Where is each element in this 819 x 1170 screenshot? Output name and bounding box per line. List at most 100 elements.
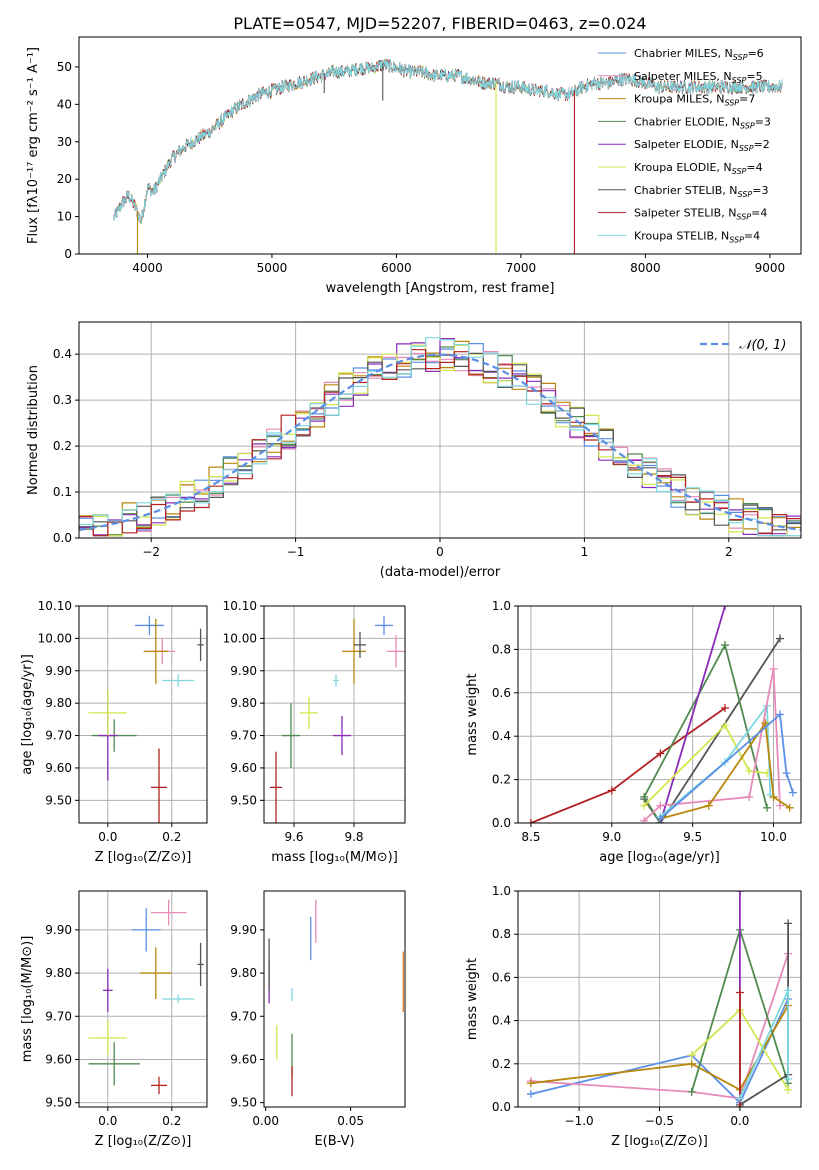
x-tick-label: 2: [725, 545, 733, 559]
y-axis-label: Flux [fλ10⁻¹⁷ erg cm⁻² s⁻¹ A⁻¹]: [26, 47, 41, 244]
x-tick-label: 4000: [132, 261, 163, 275]
x-tick-label: 5000: [257, 261, 288, 275]
chart-age-vs-mass: 9.6 9.8 9.50 9.60 9.70 9.80 9.90 10.00 10.10 mass…: [223, 599, 406, 865]
error-point: [354, 631, 366, 658]
x-tick-label: −0.5: [645, 1114, 674, 1128]
series-marker: [687, 1059, 696, 1068]
plot-area: [268, 899, 404, 1097]
series-marker: [769, 664, 778, 673]
series-marker: [784, 1074, 793, 1083]
legend-entry: 𝒩(0, 1): [739, 338, 786, 353]
y-tick-label: 10: [57, 210, 72, 224]
error-point: [162, 674, 195, 687]
y-tick-label: 0.4: [53, 347, 72, 361]
series-marker: [775, 710, 784, 719]
error-point: [282, 703, 300, 768]
series-marker: [526, 1079, 535, 1088]
chart-spectrum: 4000 5000 6000 7000 8000 9000 0 10 20 30 40 50 wavel…: [26, 36, 802, 296]
x-axis-label: (data-model)/error: [380, 565, 501, 580]
y-tick-label: 9.60: [45, 1052, 72, 1066]
error-point: [88, 1042, 140, 1086]
series-marker: [607, 786, 616, 795]
error-point: [143, 618, 168, 684]
error-point: [88, 1020, 127, 1056]
x-tick-label: 9000: [755, 261, 786, 275]
x-axis-label: mass [log₁₀(M/M⊙)]: [271, 850, 398, 865]
error-point: [151, 899, 187, 926]
x-tick-label: 0: [436, 545, 444, 559]
series-marker: [640, 801, 649, 810]
series-marker: [687, 1087, 696, 1096]
series-marker: [745, 766, 754, 775]
series-marker: [775, 634, 784, 643]
series-marker: [735, 1094, 744, 1103]
chart-mass-vs-Z: 0.0 0.2 9.50 9.60 9.70 9.80 9.90 Z [log₁₀(Z/Z⊙)…: [20, 890, 208, 1149]
x-tick-label: 8.5: [521, 830, 540, 844]
y-tick-label: 40: [57, 97, 72, 111]
y-tick-label: 30: [57, 135, 72, 149]
series-marker: [656, 749, 665, 758]
y-tick-label: 9.90: [230, 923, 257, 937]
error-point: [135, 615, 164, 636]
y-axis-label: mass [log₁₀(M/M⊙)]: [20, 936, 35, 1063]
y-tick-label: 9.80: [230, 966, 257, 980]
axes-frame: [263, 605, 406, 824]
y-tick-label: 10.00: [223, 631, 257, 645]
axes-frame: [78, 36, 802, 255]
error-point: [333, 674, 339, 687]
series-marker: [720, 721, 729, 730]
y-tick-label: 0.0: [53, 531, 72, 545]
chart-mass-vs-ebv: 0.00 0.05 9.50 9.60 9.70 9.80 9.90 E(B-V): [230, 890, 406, 1149]
series-line: [530, 1005, 789, 1091]
x-axis-label: Z [log₁₀(Z/Z⊙)]: [611, 1134, 708, 1149]
series-marker: [775, 801, 784, 810]
axes-frame: [517, 605, 802, 824]
chart-mass-weight-vs-age: 8.5 9.0 9.5 10.0 0.0 0.2 0.4 0.6 0.8 1.0 age [log₁…: [465, 599, 802, 865]
y-tick-label: 9.70: [230, 729, 257, 743]
x-tick-label: 8000: [630, 261, 661, 275]
series-line: [530, 953, 789, 1100]
series-marker: [640, 816, 649, 823]
x-axis-label: age [log₁₀(age/yr)]: [599, 850, 720, 865]
plot-area: [79, 337, 801, 537]
series-marker: [785, 803, 794, 812]
series-marker: [704, 801, 713, 810]
legend-entry: Salpeter MILES, NSSP=5: [634, 70, 763, 85]
axes-frame: [263, 890, 406, 1108]
plot-area: [113, 58, 783, 254]
y-tick-label: 0.6: [492, 970, 511, 984]
axes-frame: [78, 605, 208, 824]
x-axis-label: E(B-V): [314, 1134, 354, 1149]
error-point: [197, 942, 204, 987]
legend-entry: Chabrier STELIB, NSSP=3: [634, 184, 768, 199]
plot-area: [526, 891, 793, 1107]
y-tick-label: 0.1: [53, 485, 72, 499]
y-tick-label: 9.50: [230, 793, 257, 807]
y-tick-label: 0.4: [492, 729, 511, 743]
error-point: [103, 968, 113, 1012]
y-tick-label: 9.60: [230, 761, 257, 775]
error-point: [162, 994, 195, 1004]
x-tick-label: 7000: [506, 261, 537, 275]
y-tick-label: 9.80: [45, 966, 72, 980]
y-tick-label: 9.70: [45, 729, 72, 743]
series-line: [643, 642, 768, 823]
axes-frame: [78, 890, 208, 1108]
y-tick-label: 50: [57, 60, 72, 74]
gaussian-curve: [79, 353, 801, 531]
series-line: [530, 707, 726, 823]
error-point: [333, 716, 351, 755]
y-tick-label: 0.3: [53, 393, 72, 407]
chart-residuals: −2 −1 0 1 2 0.0 0.1 0.2 0.3 0.4 (data-model)/error…: [26, 321, 802, 580]
x-tick-label: 9.6: [284, 830, 303, 844]
y-tick-label: 9.90: [230, 664, 257, 678]
y-tick-label: 9.60: [45, 761, 72, 775]
y-tick-label: 0.8: [492, 642, 511, 656]
plot-layer: 4000 5000 6000 7000 8000 900001020304050wavel…: [20, 36, 802, 1149]
error-point: [131, 908, 161, 952]
y-tick-label: 0.4: [492, 1014, 511, 1028]
error-point: [151, 1076, 167, 1095]
y-tick-label: 0.2: [492, 1057, 511, 1071]
series-marker: [640, 792, 649, 801]
